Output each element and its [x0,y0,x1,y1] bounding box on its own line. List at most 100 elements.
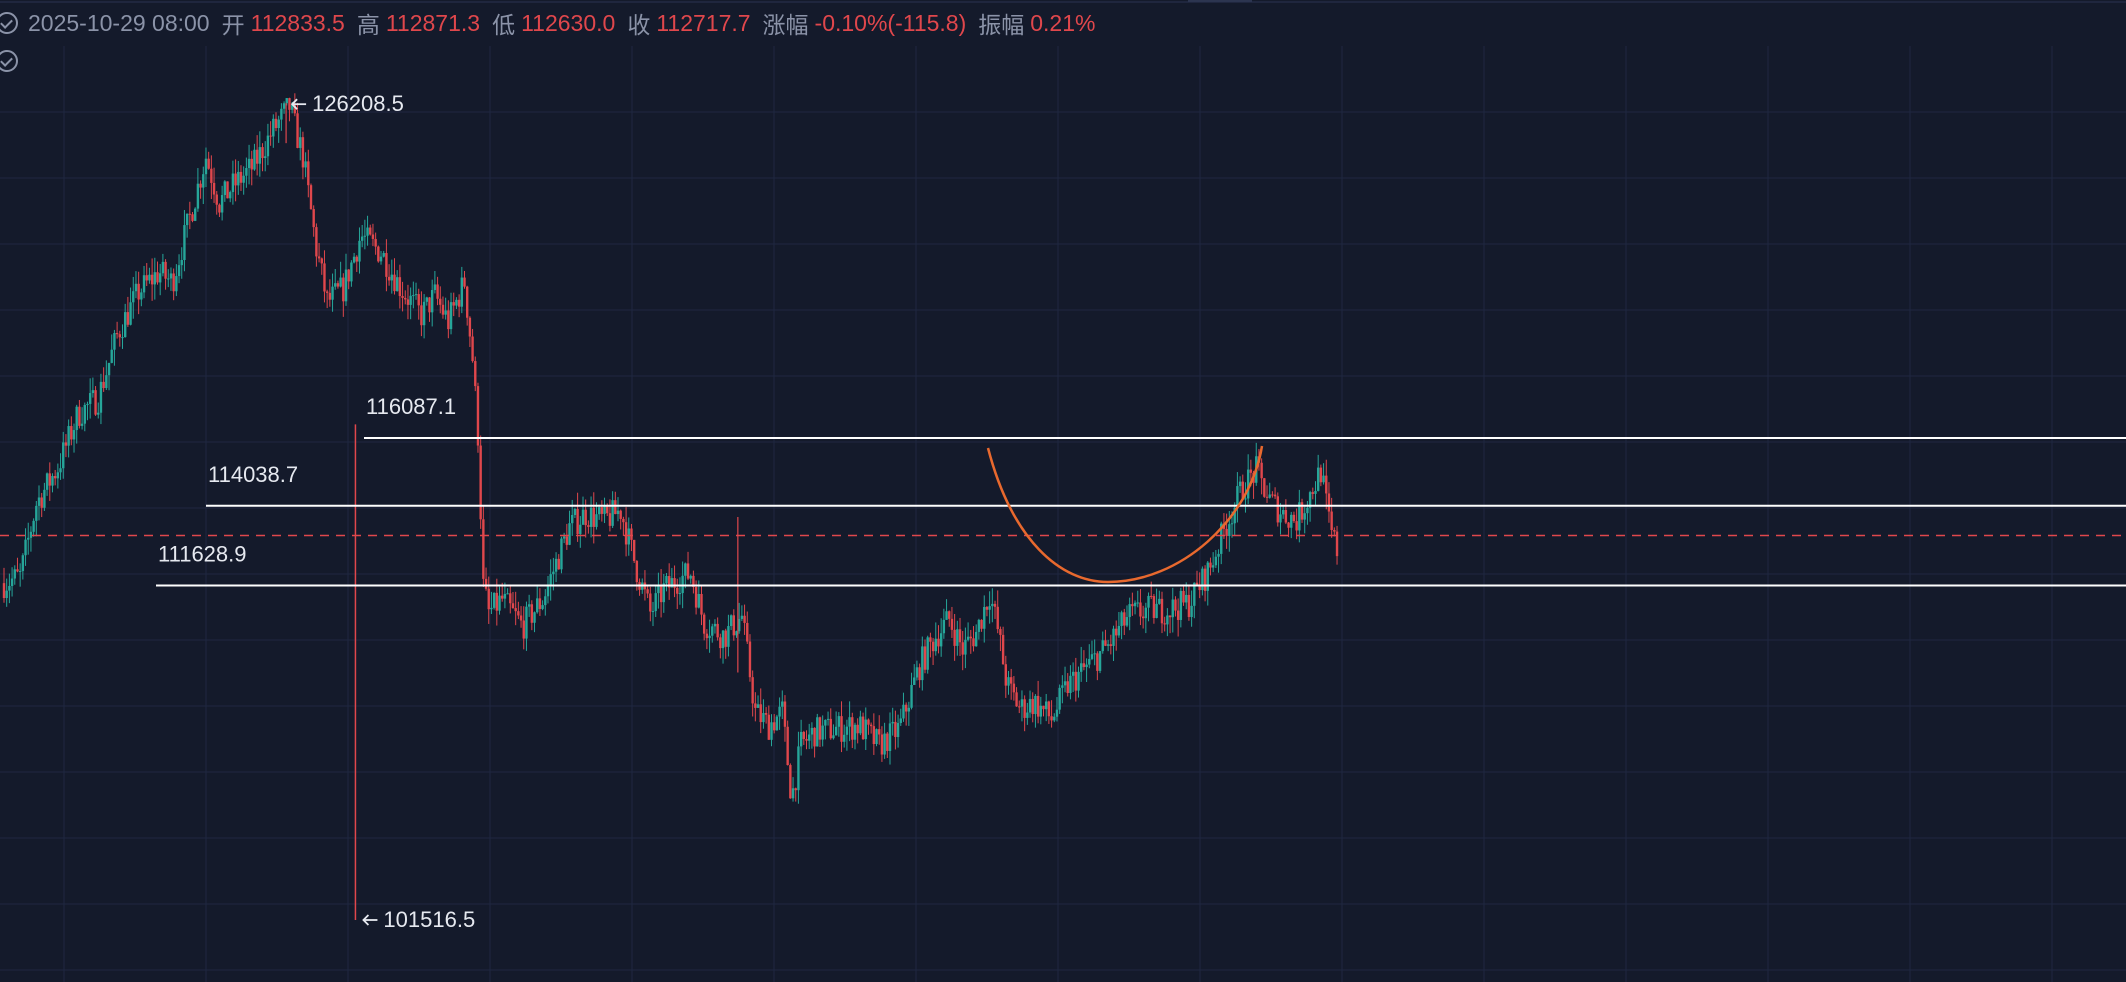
candle-body-down [565,536,569,545]
candle-body-down [1004,664,1007,686]
candle-body-up [1298,502,1301,531]
candle-body-down [511,603,515,609]
check-circle-icon[interactable] [0,50,18,72]
candle-body-up [896,723,900,738]
candle-body-down [94,390,97,415]
candle-body-up [662,583,665,603]
candle-body-up [821,725,824,740]
candle-body-down [1265,496,1269,498]
candle-body-up [781,701,784,707]
candle-body-down [667,576,671,588]
candle-body-down [226,181,229,199]
candle-body-up [597,507,601,515]
candle-body-up [552,571,555,575]
candle-body-up [88,393,92,404]
candle-body-up [339,277,342,287]
candle-body-up [360,236,364,241]
candle-body-down [894,721,897,738]
candle-body-up [1236,486,1239,508]
candle-body-down [457,299,461,307]
candle-body-down [385,253,388,277]
candle-body-up [247,158,251,169]
candle-body-up [824,719,827,726]
candle-body-down [972,638,975,647]
candle-body-down [452,302,455,306]
candle-body-up [913,677,916,685]
candle-body-down [961,642,964,655]
candle-body-up [1314,490,1317,494]
high-label: 高 [356,12,380,38]
candle-body-up [237,171,240,186]
candle-body-up [678,593,682,595]
candle-body-up [1217,553,1220,557]
candle-body-up [245,168,248,176]
candle-body-down [296,113,299,148]
candle-body-down [191,214,194,221]
candle-body-up [158,273,162,283]
candle-body-down [1012,683,1016,693]
candle-body-up [899,718,902,724]
candle-body-up [132,291,135,303]
candle-body-up [921,646,924,681]
candle-body-up [1125,617,1129,626]
candle-body-down [937,638,940,647]
candle-body-down [164,261,167,279]
candle-body-up [177,265,181,277]
candle-body-down [1131,604,1134,607]
candle-body-up [27,537,30,540]
candle-body-up [331,286,334,300]
candle-body-down [783,701,787,727]
candle-body-up [541,605,544,609]
candle-body-down [1150,595,1153,597]
candle-body-up [1039,705,1043,717]
candle-body-up [1201,568,1204,591]
candle-body-up [681,575,684,594]
candle-body-up [107,362,111,376]
candle-body-down [600,507,604,514]
candle-body-up [304,161,307,168]
candle-body-down [1066,681,1069,694]
top-tab-indicator [1188,0,1252,2]
candle-body-up [110,349,113,363]
candle-body-up [21,555,25,572]
candle-body-down [40,497,43,508]
candle-body-up [99,381,103,413]
candle-body-up [1117,625,1121,636]
level-label: 116087.1 [366,394,456,419]
candle-datetime: 2025-10-29 08:00 [28,9,210,36]
candle-body-up [29,531,33,538]
candle-body-down [746,622,749,642]
candle-body-down [404,297,407,300]
candle-body-down [1284,510,1288,523]
candle-body-up [888,723,892,751]
candle-body-down [484,578,488,589]
candle-body-down [118,334,121,338]
candle-body-down [619,510,622,519]
candle-body-down [635,560,639,583]
check-circle-icon[interactable] [0,12,18,34]
amplitude-value: 0.21% [1030,9,1096,36]
candle-body-up [13,569,16,579]
candle-body-up [1028,698,1032,713]
candle-body-up [449,302,453,330]
candle-body-up [67,426,70,446]
candle-body-down [813,727,816,747]
candle-body-up [1316,467,1320,491]
candle-body-up [290,104,294,110]
candle-body-down [676,587,679,594]
candle-body-up [1171,599,1174,618]
candle-body-up [527,604,531,607]
candle-body-down [592,507,595,527]
candle-body-down [694,587,698,608]
candle-body-up [148,274,151,281]
candle-body-down [794,788,797,791]
candle-body-up [875,729,878,745]
candle-body-up [810,727,814,735]
candle-body-down [1042,705,1045,710]
candle-body-up [1144,607,1148,619]
candle-body-up [797,746,800,791]
candle-body-up [123,312,127,338]
candle-body-up [571,515,574,524]
candle-body-up [1211,565,1215,568]
